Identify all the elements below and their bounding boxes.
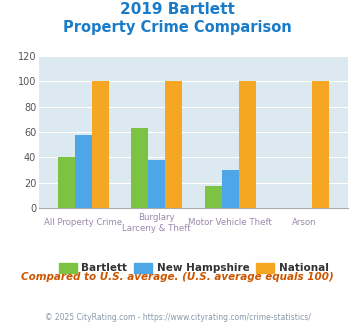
Text: Property Crime Comparison: Property Crime Comparison bbox=[63, 20, 292, 35]
Bar bbox=[165, 82, 182, 208]
Bar bbox=[205, 186, 222, 208]
Legend: Bartlett, New Hampshire, National: Bartlett, New Hampshire, National bbox=[54, 259, 333, 278]
Bar bbox=[92, 82, 109, 208]
Bar bbox=[75, 135, 92, 208]
Bar bbox=[58, 157, 75, 208]
Bar bbox=[131, 128, 148, 208]
Bar bbox=[222, 170, 239, 208]
Bar bbox=[148, 160, 165, 208]
Text: Arson: Arson bbox=[291, 218, 316, 227]
Text: Larceny & Theft: Larceny & Theft bbox=[122, 224, 191, 233]
Text: Compared to U.S. average. (U.S. average equals 100): Compared to U.S. average. (U.S. average … bbox=[21, 272, 334, 282]
Text: 2019 Bartlett: 2019 Bartlett bbox=[120, 2, 235, 16]
Text: Motor Vehicle Theft: Motor Vehicle Theft bbox=[188, 218, 272, 227]
Bar bbox=[312, 82, 329, 208]
Text: Burglary: Burglary bbox=[138, 213, 175, 222]
Bar bbox=[239, 82, 256, 208]
Text: © 2025 CityRating.com - https://www.cityrating.com/crime-statistics/: © 2025 CityRating.com - https://www.city… bbox=[45, 313, 310, 322]
Text: All Property Crime: All Property Crime bbox=[44, 218, 122, 227]
